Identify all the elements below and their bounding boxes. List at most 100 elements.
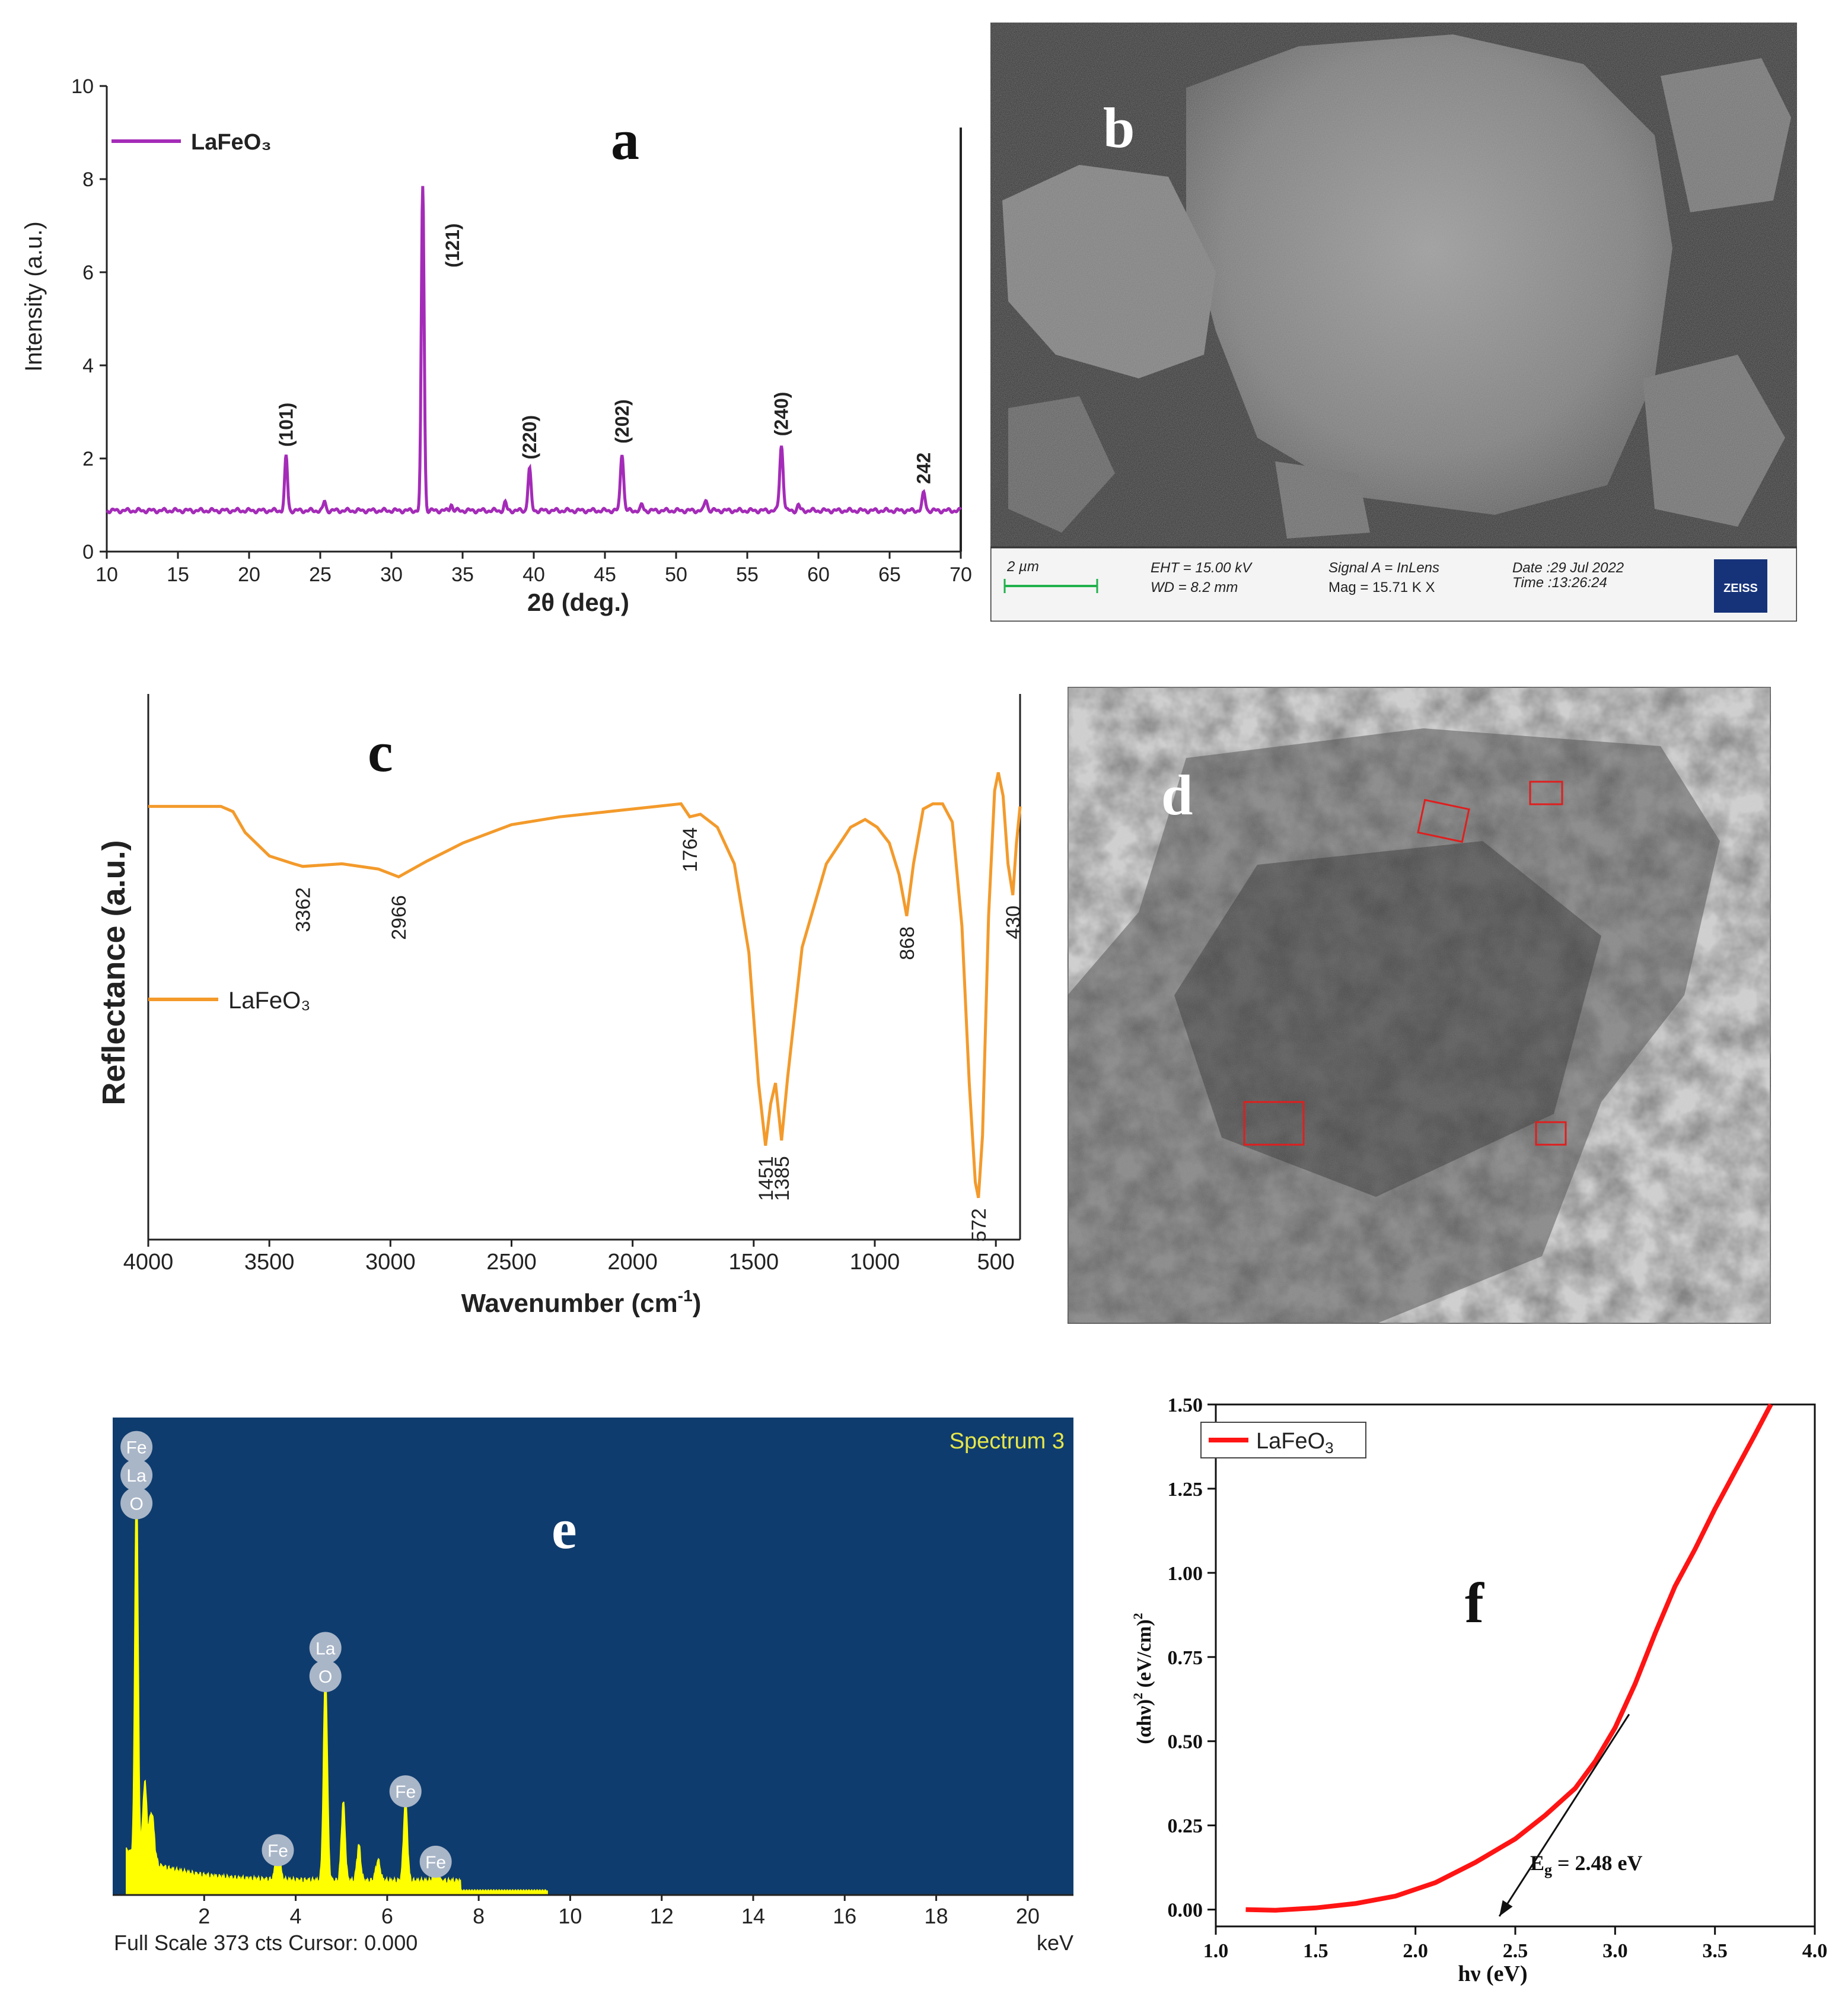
panel-b-sem: b 2 µm EHT = 15.00 kV WD = 8.2 mm Signal… (989, 23, 1798, 623)
element-label: La (126, 1466, 146, 1486)
x-tick-label: 25 (309, 563, 332, 586)
x-tick-label: 2.0 (1403, 1940, 1428, 1962)
x-tick-label: 3000 (365, 1250, 416, 1275)
element-label: La (316, 1639, 336, 1658)
element-marker (120, 1487, 153, 1520)
y-tick-label: 0.50 (1168, 1731, 1203, 1753)
x-tick-label: 4 (290, 1904, 302, 1928)
y-tick-label: 1.25 (1168, 1479, 1203, 1501)
y-axis-title: (αhν)2 (eV/cm)2 (1130, 1613, 1155, 1744)
y-tick-label: 0.00 (1168, 1900, 1203, 1922)
x-tick-label: 40 (522, 563, 545, 586)
edx-plot-background (113, 1418, 1073, 1895)
panel-c-ftir: 4000 3500 3000 2500 2000 1500 1000 500 3362 2966… (0, 676, 1044, 1340)
peak-label: (101) (275, 403, 297, 447)
y-axis-title: Intensity (a.u.) (21, 221, 47, 371)
x-tick-label: 1.0 (1203, 1940, 1229, 1962)
x-tick-label: 2500 (486, 1250, 537, 1275)
x-tick-label: 1500 (729, 1250, 779, 1275)
x-tick-label: 3.5 (1702, 1940, 1728, 1962)
y-axis-title: Reflectance (a.u.) (96, 840, 132, 1105)
zeiss-logo (1714, 559, 1767, 613)
sem-info-bar (989, 546, 1798, 623)
signal-value: Signal A = InLens (1328, 560, 1439, 576)
x-tick-label: 10 (95, 563, 118, 586)
tangent-line (1498, 1713, 1630, 1917)
band-label: 1451 (755, 1156, 778, 1201)
band-label: 2966 (388, 895, 410, 940)
tangent-arrowhead (1499, 1900, 1513, 1916)
x-tick-label: 2 (198, 1904, 210, 1928)
y-tick-label: 1.00 (1168, 1563, 1203, 1585)
panel-letter-c: c (368, 720, 393, 783)
x-tick-label: 16 (833, 1904, 856, 1928)
highlight-box (1417, 798, 1470, 843)
tauc-chart: 1.0 1.5 2.0 2.5 3.0 3.5 4.0 0.00 0.25 0.50 0.75 1.0… (1130, 1394, 1827, 1986)
y-tick-label: 1.50 (1168, 1394, 1203, 1416)
x-tick-label: 2000 (607, 1250, 658, 1275)
peak-label: 242 (913, 453, 935, 484)
x-axis-title: Wavenumber (cm-1) (461, 1286, 702, 1318)
element-marker (120, 1459, 153, 1492)
element-label: Fe (126, 1438, 147, 1458)
zeiss-logo-text: ZEISS (1723, 582, 1758, 595)
mag-value: Mag = 15.71 K X (1328, 579, 1435, 595)
x-tick-label: 60 (807, 563, 830, 586)
x-tick-label: 4000 (123, 1250, 174, 1275)
x-tick-label: 18 (925, 1904, 948, 1928)
x-tick-label: 8 (473, 1904, 485, 1928)
legend-label: LaFeO3 (1256, 1429, 1334, 1457)
y-tick-label: 8 (82, 168, 94, 191)
ftir-series-line (148, 772, 1022, 1199)
scale-label: 2 µm (1006, 559, 1039, 575)
x-tick-label: 20 (1016, 1904, 1040, 1928)
x-tick-label: 70 (950, 563, 972, 586)
y-tick-label: 10 (71, 75, 94, 98)
x-tick-label: 45 (594, 563, 616, 586)
peak-label: (240) (771, 392, 792, 437)
x-tick-label: 20 (238, 563, 260, 586)
x-axis-title: 2θ (deg.) (527, 588, 629, 616)
xrd-series-line (106, 186, 962, 515)
x-tick-label: 2.5 (1503, 1940, 1528, 1962)
highlight-box (1243, 1101, 1305, 1146)
band-label: 1385 (771, 1156, 794, 1201)
band-label: 3362 (292, 887, 315, 932)
element-marker (262, 1834, 294, 1867)
legend-label: LaFeO₃ (228, 988, 311, 1014)
highlight-box (1535, 1121, 1567, 1146)
panel-letter-d: d (1161, 763, 1193, 827)
legend-label: LaFeO₃ (191, 130, 272, 155)
band-gap-annotation: Eg = 2.48 eV (1530, 1851, 1643, 1878)
tauc-series-line (1245, 1403, 1773, 1913)
x-tick-label: 55 (736, 563, 759, 586)
x-tick-label: 500 (977, 1250, 1014, 1275)
eht-value: EHT = 15.00 kV (1151, 560, 1253, 576)
panel-e-edx: Fe La O La O Fe Fe Fe 2 4 6 8 10 12 14 16 18 20 Spectrum… (101, 1406, 1109, 1975)
element-marker (120, 1431, 153, 1463)
y-tick-label: 2 (82, 448, 94, 470)
highlight-box (1529, 781, 1563, 805)
x-tick-label: 6 (381, 1904, 393, 1928)
edx-spectrum (126, 1475, 548, 1896)
x-tick-label: 50 (665, 563, 687, 586)
x-tick-label: 1000 (850, 1250, 900, 1275)
y-tick-label: 0 (82, 541, 94, 563)
x-tick-label: 10 (558, 1904, 582, 1928)
x-tick-label: 3.0 (1602, 1940, 1628, 1962)
wd-value: WD = 8.2 mm (1151, 579, 1238, 595)
band-label: 868 (896, 926, 919, 960)
panel-letter-b: b (1103, 96, 1135, 160)
y-tick-label: 0.25 (1168, 1816, 1203, 1837)
x-tick-label: 3500 (244, 1250, 295, 1275)
x-unit-label: keV (1037, 1931, 1073, 1955)
y-tick-label: 4 (82, 355, 94, 377)
element-label: Fe (267, 1841, 288, 1861)
x-tick-label: 65 (878, 563, 901, 586)
x-tick-label: 14 (741, 1904, 765, 1928)
panel-letter-e: e (552, 1497, 577, 1560)
panel-letter-a: a (611, 108, 639, 171)
x-tick-label: 12 (650, 1904, 674, 1928)
element-marker (419, 1845, 452, 1878)
panel-a-xrd: 10 15 20 25 30 35 40 45 50 55 60 65 70 0 2 4 6 8 10 (101) (… (0, 0, 973, 629)
